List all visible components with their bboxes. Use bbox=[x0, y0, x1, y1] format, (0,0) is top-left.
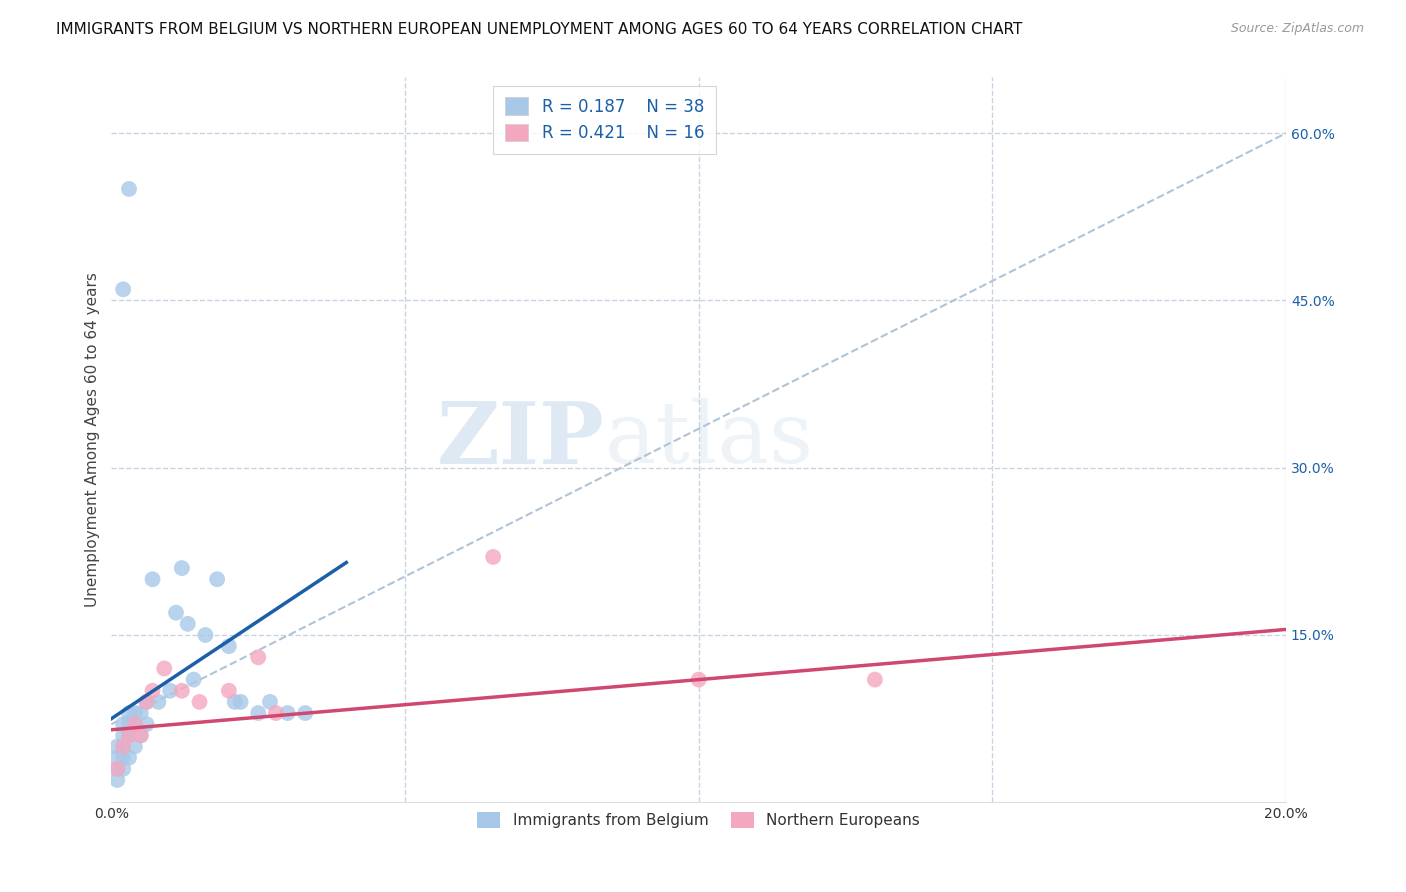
Point bbox=[188, 695, 211, 709]
Point bbox=[148, 695, 170, 709]
Point bbox=[170, 683, 193, 698]
Point bbox=[129, 728, 152, 742]
Point bbox=[153, 661, 176, 675]
Point bbox=[112, 750, 135, 764]
Text: ZIP: ZIP bbox=[437, 398, 605, 482]
Point bbox=[118, 728, 141, 742]
Point bbox=[247, 650, 270, 665]
Point bbox=[124, 706, 146, 720]
Point bbox=[124, 717, 146, 731]
Point bbox=[118, 728, 141, 742]
Point bbox=[218, 683, 240, 698]
Point bbox=[112, 728, 135, 742]
Text: IMMIGRANTS FROM BELGIUM VS NORTHERN EUROPEAN UNEMPLOYMENT AMONG AGES 60 TO 64 YE: IMMIGRANTS FROM BELGIUM VS NORTHERN EURO… bbox=[56, 22, 1022, 37]
Point bbox=[105, 762, 128, 776]
Text: atlas: atlas bbox=[605, 398, 814, 482]
Point bbox=[264, 706, 287, 720]
Point bbox=[135, 695, 157, 709]
Point bbox=[863, 673, 886, 687]
Point bbox=[170, 561, 193, 575]
Point bbox=[118, 717, 141, 731]
Point bbox=[224, 695, 246, 709]
Point bbox=[118, 750, 141, 764]
Point bbox=[194, 628, 217, 642]
Point bbox=[124, 739, 146, 754]
Legend: Immigrants from Belgium, Northern Europeans: Immigrants from Belgium, Northern Europe… bbox=[471, 806, 927, 835]
Point bbox=[259, 695, 281, 709]
Y-axis label: Unemployment Among Ages 60 to 64 years: Unemployment Among Ages 60 to 64 years bbox=[86, 272, 100, 607]
Point bbox=[482, 549, 505, 564]
Point bbox=[141, 683, 163, 698]
Point bbox=[105, 739, 128, 754]
Point bbox=[205, 572, 228, 586]
Point bbox=[141, 572, 163, 586]
Point bbox=[247, 706, 270, 720]
Point bbox=[112, 739, 135, 754]
Point bbox=[112, 282, 135, 296]
Point bbox=[218, 639, 240, 653]
Point bbox=[105, 762, 128, 776]
Point bbox=[112, 717, 135, 731]
Point bbox=[159, 683, 181, 698]
Point bbox=[105, 750, 128, 764]
Point bbox=[112, 739, 135, 754]
Point bbox=[118, 706, 141, 720]
Point bbox=[165, 606, 187, 620]
Point bbox=[129, 706, 152, 720]
Point bbox=[112, 762, 135, 776]
Point bbox=[277, 706, 299, 720]
Point bbox=[183, 673, 205, 687]
Point bbox=[294, 706, 316, 720]
Point bbox=[177, 616, 200, 631]
Point bbox=[688, 673, 710, 687]
Point bbox=[118, 182, 141, 196]
Point bbox=[105, 772, 128, 787]
Point bbox=[135, 695, 157, 709]
Point bbox=[135, 717, 157, 731]
Point bbox=[124, 717, 146, 731]
Point bbox=[229, 695, 252, 709]
Point bbox=[129, 728, 152, 742]
Text: Source: ZipAtlas.com: Source: ZipAtlas.com bbox=[1230, 22, 1364, 36]
